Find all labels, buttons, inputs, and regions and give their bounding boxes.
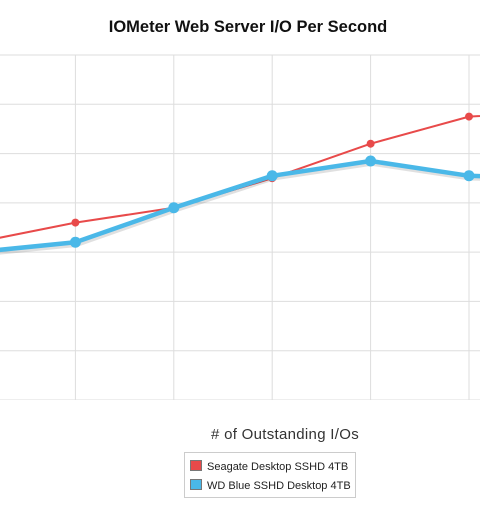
series-point [71, 218, 80, 227]
legend-label-seagate: Seagate Desktop SSHD 4TB [207, 461, 349, 473]
series-point [366, 139, 375, 148]
series-point [365, 155, 377, 167]
x-axis-label: # of Outstanding I/Os [210, 426, 360, 443]
series-point [168, 202, 180, 214]
series-point [465, 112, 473, 121]
grid-lines [0, 54, 480, 400]
legend-item-seagate[interactable]: Seagate Desktop SSHD 4TB [190, 459, 348, 475]
legend-swatch-seagate [190, 460, 202, 471]
series-point [69, 236, 81, 248]
legend: Seagate Desktop SSHD 4TB WD Blue SSHD De… [184, 452, 356, 498]
series-point [463, 170, 475, 182]
series-point [266, 170, 278, 182]
legend-label-wd: WD Blue SSHD Desktop 4TB [207, 480, 351, 492]
legend-swatch-wd [190, 479, 202, 490]
legend-item-wd[interactable]: WD Blue SSHD Desktop 4TB [190, 478, 351, 494]
plot-area: 2481632 [0, 54, 480, 400]
chart-title: IOMeter Web Server I/O Per Second [108, 18, 388, 36]
series-layer [0, 112, 480, 255]
